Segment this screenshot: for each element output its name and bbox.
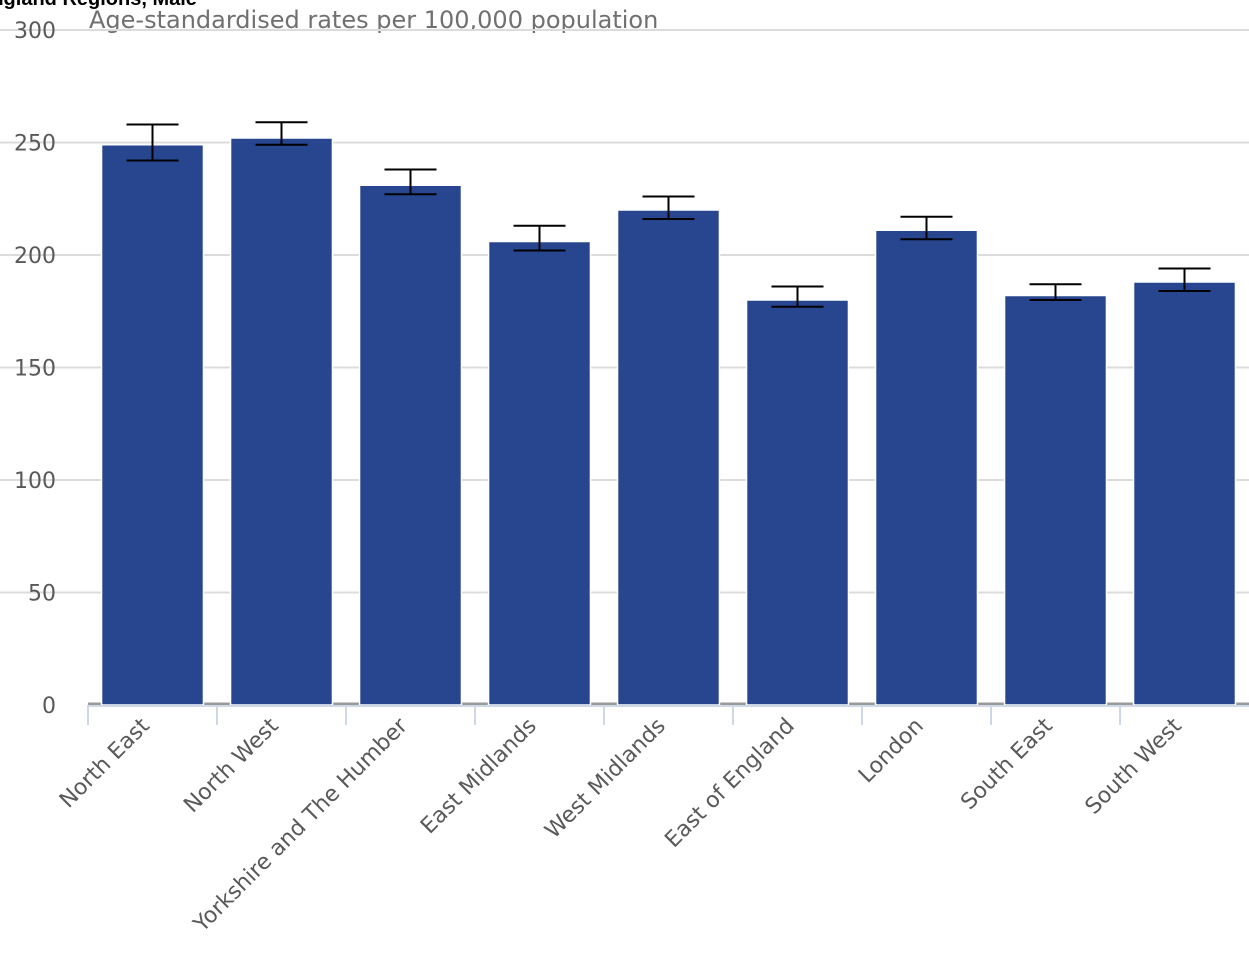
bar xyxy=(1132,281,1237,706)
x-tick-label: North West xyxy=(179,713,284,818)
x-tick-label: South West xyxy=(1081,713,1187,819)
error-bars xyxy=(126,121,1211,308)
x-tick-label: East Midlands xyxy=(416,714,542,840)
y-tick-label: 250 xyxy=(14,132,56,157)
y-tick-label: 0 xyxy=(42,694,56,719)
bar xyxy=(616,209,721,706)
x-tick-label: London xyxy=(854,714,929,789)
bar xyxy=(874,229,979,706)
bar xyxy=(358,184,463,706)
x-tick-label: North East xyxy=(55,713,155,813)
bars xyxy=(100,137,1237,706)
y-tick-label: 150 xyxy=(14,357,56,382)
bar xyxy=(1003,294,1108,706)
x-tick-label: West Midlands xyxy=(541,714,671,844)
y-tick-label: 300 xyxy=(14,19,56,44)
x-tick-label: East of England xyxy=(660,714,799,853)
bar xyxy=(100,144,205,706)
chart-title: England Regions, Male xyxy=(0,0,197,10)
y-tick-label: 100 xyxy=(14,469,56,494)
y-tick-label: 50 xyxy=(28,582,56,607)
bar xyxy=(229,137,334,706)
x-tick-label: Yorkshire and The Humber xyxy=(189,713,414,938)
bar xyxy=(745,299,850,706)
x-tick-label: South East xyxy=(956,713,1058,815)
y-axis: 0 50 100 150 200 250 300 xyxy=(14,19,56,719)
y-tick-label: 200 xyxy=(14,244,56,269)
bar xyxy=(487,240,592,706)
